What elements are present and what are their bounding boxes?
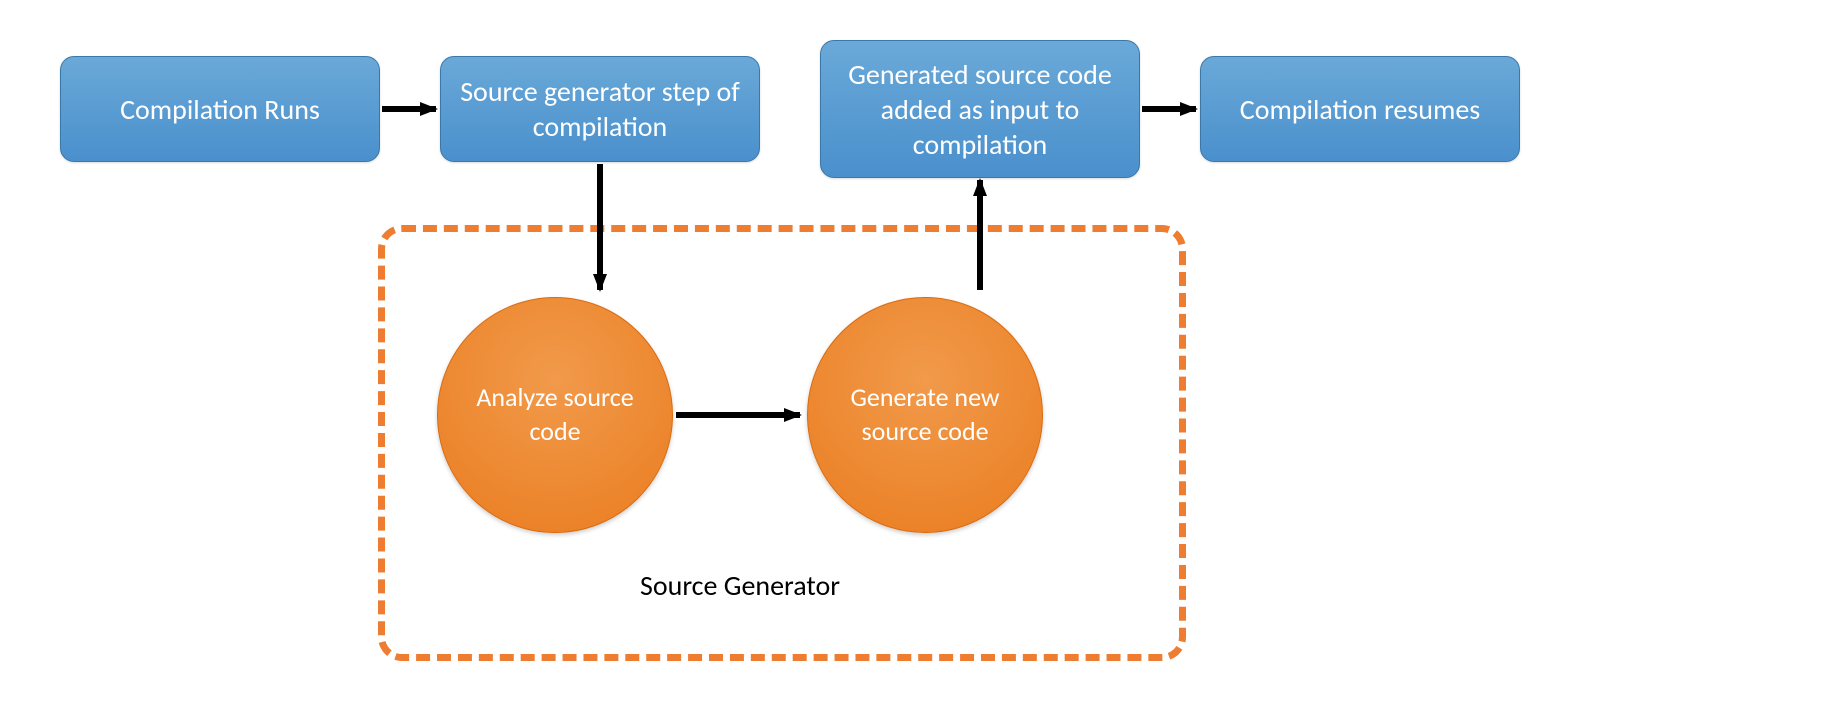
node-analyze: Analyze source code: [437, 297, 673, 533]
caption-text: Source Generator: [640, 568, 840, 603]
node-label: Source generator step of compilation: [457, 74, 743, 144]
node-label: Generated source code added as input to …: [837, 57, 1123, 162]
node-sg-step: Source generator step of compilation: [440, 56, 760, 162]
node-label: Analyze source code: [458, 381, 652, 449]
node-compilation-runs: Compilation Runs: [60, 56, 380, 162]
node-generated-added: Generated source code added as input to …: [820, 40, 1140, 178]
source-generator-caption: Source Generator: [560, 568, 920, 603]
node-compilation-resumes: Compilation resumes: [1200, 56, 1520, 162]
diagram-canvas: Compilation Runs Source generator step o…: [0, 0, 1824, 723]
node-label: Generate new source code: [828, 381, 1022, 449]
node-label: Compilation Runs: [120, 92, 320, 127]
node-generate: Generate new source code: [807, 297, 1043, 533]
node-label: Compilation resumes: [1240, 92, 1480, 127]
